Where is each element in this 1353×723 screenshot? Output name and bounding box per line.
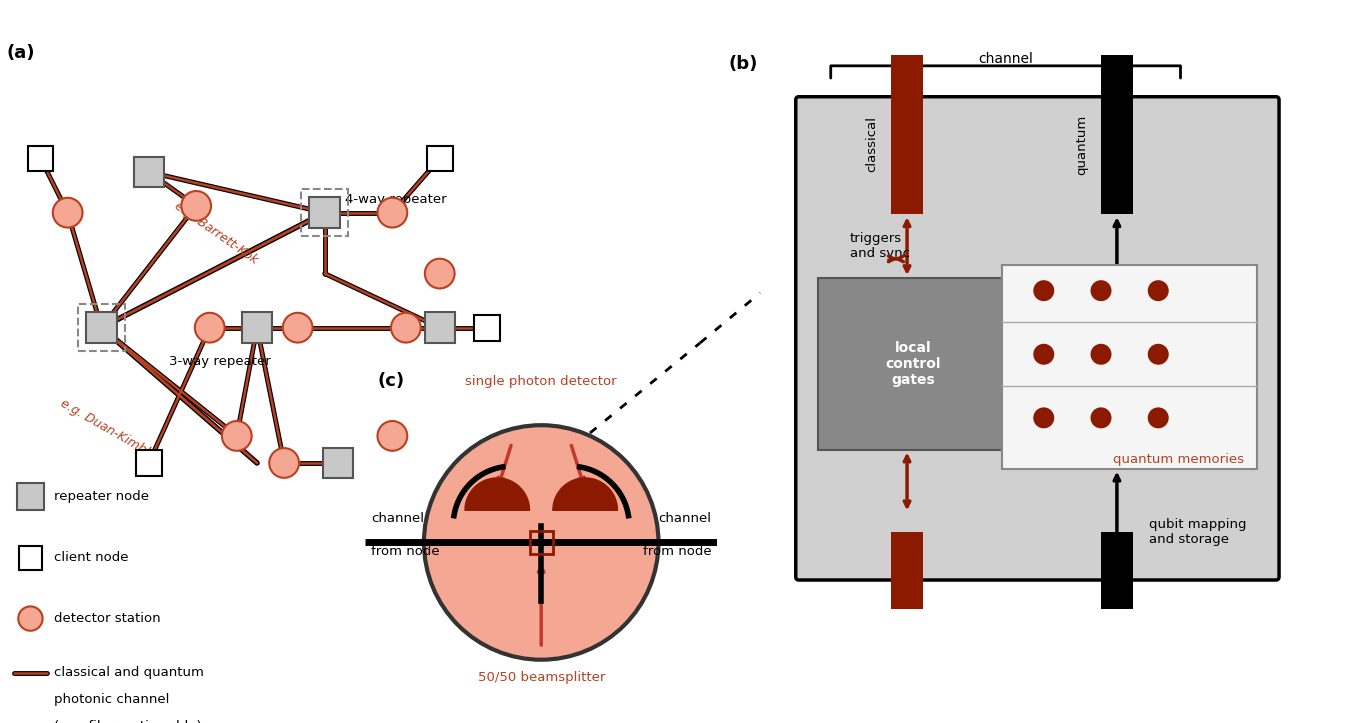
Polygon shape	[553, 478, 617, 510]
Bar	[19, 546, 42, 570]
Bar	[302, 189, 348, 236]
Bar	[892, 56, 923, 215]
Bar	[16, 483, 43, 510]
Text: from node: from node	[371, 545, 440, 558]
FancyBboxPatch shape	[796, 97, 1279, 580]
Circle shape	[1091, 281, 1112, 301]
Text: 50/50 beamsplitter: 50/50 beamsplitter	[478, 672, 605, 685]
Circle shape	[1147, 281, 1169, 301]
Circle shape	[425, 259, 455, 288]
Circle shape	[283, 313, 313, 343]
Bar	[1101, 56, 1132, 215]
Text: triggers
and sync: triggers and sync	[850, 232, 909, 260]
Text: repeater node: repeater node	[54, 490, 149, 503]
Circle shape	[1034, 407, 1054, 428]
Bar	[892, 532, 923, 609]
Circle shape	[1034, 281, 1054, 301]
Bar	[323, 448, 353, 478]
Bar	[425, 312, 455, 343]
Text: quantum memories: quantum memories	[1114, 453, 1245, 466]
Text: 4-way repeater: 4-way repeater	[345, 192, 446, 205]
Circle shape	[423, 425, 659, 659]
Text: qubit mapping
and storage: qubit mapping and storage	[1149, 518, 1246, 547]
Text: from node: from node	[643, 545, 712, 558]
Bar	[1003, 265, 1257, 469]
Bar	[135, 450, 162, 476]
Text: classical and quantum: classical and quantum	[54, 666, 204, 679]
Text: (b): (b)	[729, 56, 759, 74]
Bar	[27, 146, 54, 171]
Circle shape	[18, 607, 43, 630]
Bar	[428, 146, 452, 171]
Text: (e.g. fiber-optic cable): (e.g. fiber-optic cable)	[54, 720, 202, 723]
Circle shape	[1091, 407, 1112, 428]
Bar	[475, 315, 501, 341]
Circle shape	[269, 448, 299, 478]
Circle shape	[53, 198, 83, 228]
Text: e.g. Duan-Kimble: e.g. Duan-Kimble	[58, 396, 158, 462]
Circle shape	[377, 198, 407, 228]
Text: detector station: detector station	[54, 612, 161, 625]
Text: channel: channel	[978, 51, 1034, 66]
Bar	[1101, 532, 1132, 609]
Text: client node: client node	[54, 551, 129, 564]
Text: (a): (a)	[7, 43, 35, 61]
Circle shape	[377, 421, 407, 451]
Text: photonic channel: photonic channel	[54, 693, 169, 706]
Circle shape	[195, 313, 225, 343]
Bar	[78, 304, 124, 351]
Text: (c): (c)	[377, 372, 405, 390]
Circle shape	[391, 313, 421, 343]
Text: e.g. Barrett-Kok: e.g. Barrett-Kok	[172, 200, 261, 267]
Text: single photon detector: single photon detector	[465, 375, 617, 388]
Circle shape	[1091, 343, 1112, 365]
Circle shape	[1034, 343, 1054, 365]
Text: quantum: quantum	[1076, 114, 1088, 174]
Circle shape	[1147, 343, 1169, 365]
Circle shape	[1147, 407, 1169, 428]
Text: classical: classical	[866, 116, 878, 172]
Circle shape	[222, 421, 252, 451]
Polygon shape	[465, 478, 529, 510]
Bar	[819, 278, 1009, 450]
Bar	[87, 312, 116, 343]
Text: local
control
gates: local control gates	[886, 341, 942, 387]
Bar	[242, 312, 272, 343]
Text: channel: channel	[658, 512, 712, 525]
Bar	[310, 197, 340, 228]
Bar	[134, 157, 164, 187]
Circle shape	[181, 191, 211, 221]
Text: channel: channel	[371, 512, 425, 525]
Text: 3-way repeater: 3-way repeater	[169, 355, 271, 368]
